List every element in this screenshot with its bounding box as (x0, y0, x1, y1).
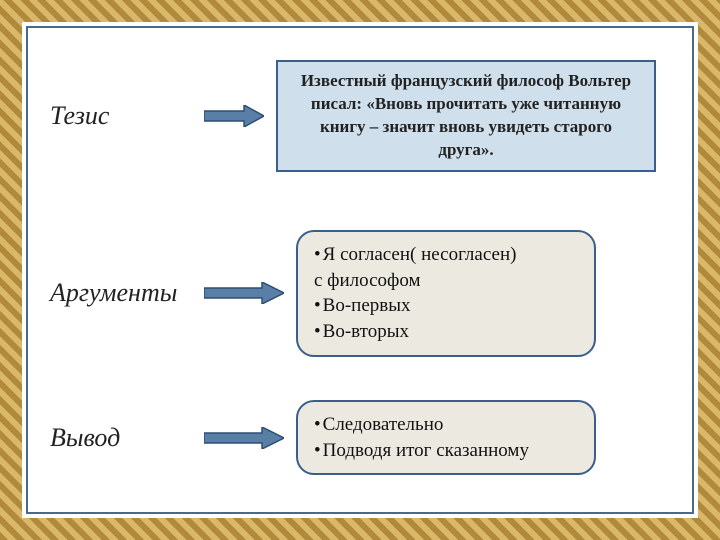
row-conclusion: Вывод Следовательно Подводя итог сказанн… (50, 400, 680, 475)
arrow-thesis (204, 105, 264, 127)
arg-item-1b: с философом (314, 268, 578, 294)
arg-item-1: Я согласен( несогласен) (314, 242, 578, 268)
label-arguments: Аргументы (50, 278, 210, 308)
conclusion-box: Следовательно Подводя итог сказанному (296, 400, 596, 475)
arrow-arguments (204, 282, 284, 304)
label-conclusion: Вывод (50, 423, 210, 453)
arrow-conclusion (204, 427, 284, 449)
row-arguments: Аргументы Я согласен( несогласен) с фило… (50, 230, 680, 357)
arg-item-3: Во-вторых (314, 319, 578, 345)
arguments-box: Я согласен( несогласен) с философом Во-п… (296, 230, 596, 357)
concl-item-1: Следовательно (314, 412, 578, 438)
concl-item-2: Подводя итог сказанному (314, 438, 578, 464)
thesis-box: Известный французский философ Вольтер пи… (276, 60, 656, 172)
label-thesis: Тезис (50, 101, 210, 131)
diagram-content: Тезис Известный французский философ Воль… (50, 40, 680, 500)
arg-item-2: Во-первых (314, 293, 578, 319)
row-thesis: Тезис Известный французский философ Воль… (50, 60, 680, 172)
